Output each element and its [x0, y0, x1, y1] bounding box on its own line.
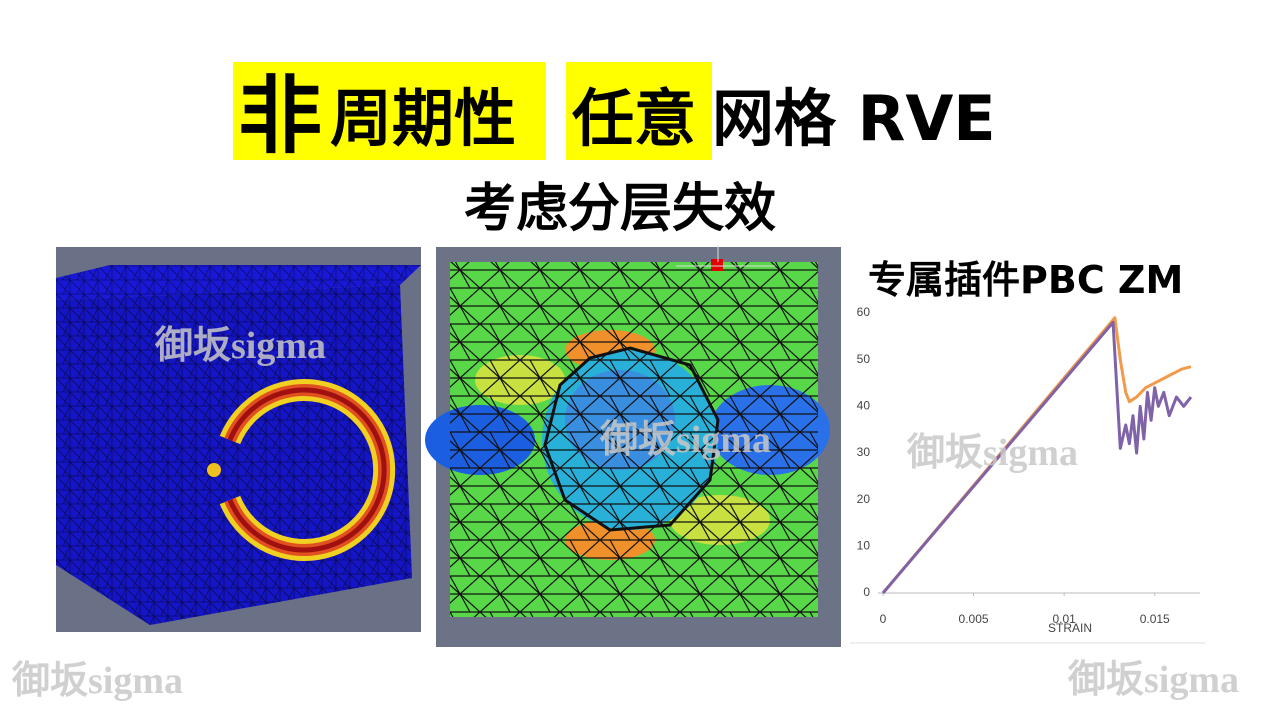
y-tick-label: 60	[857, 305, 871, 319]
title-part: 非	[238, 67, 322, 165]
x-tick-label: 0.005	[959, 612, 989, 626]
x-tick-label: 0	[880, 612, 887, 626]
watermark: 御坂sigma	[906, 432, 1078, 474]
cube-render	[56, 247, 421, 632]
y-tick-label: 40	[857, 399, 871, 413]
chart-panel	[850, 300, 1205, 645]
watermark: 御坂sigma	[11, 660, 183, 702]
watermark: 御坂sigma	[599, 419, 771, 461]
series-line	[881, 316, 1192, 594]
highlight	[566, 62, 712, 160]
x-tick-label: 0.015	[1140, 612, 1170, 626]
y-tick-label: 30	[857, 445, 871, 459]
watermark: 御坂sigma	[1067, 659, 1239, 701]
chart: 0 10 20 30 40 50 60 0 0.005 0.01 0.015	[857, 305, 1193, 626]
y-tick-label: 50	[857, 352, 871, 366]
watermark: 御坂sigma	[154, 325, 326, 367]
y-tick-label: 10	[857, 539, 871, 553]
x-axis-label: STRAIN	[1048, 621, 1092, 635]
mesh-render	[425, 245, 841, 647]
x-tick-label: 0.01	[1052, 612, 1076, 626]
y-tick-label: 20	[857, 492, 871, 506]
series-line	[881, 320, 1193, 594]
subtitle: 考虑分层失效	[464, 179, 776, 239]
title-part: 任意	[572, 82, 696, 155]
highlight	[233, 62, 546, 160]
plugin-label: 专属插件PBC ZM	[868, 258, 1183, 302]
title-part: 网格 RVE	[712, 82, 996, 155]
y-tick-label: 0	[863, 585, 870, 599]
title-part: 周期性	[330, 82, 516, 155]
